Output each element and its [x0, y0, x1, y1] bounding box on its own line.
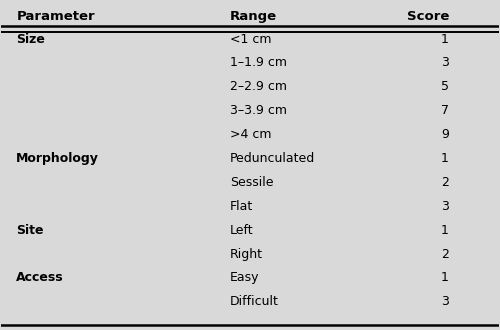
Text: Sessile: Sessile — [230, 176, 274, 189]
Text: 9: 9 — [441, 128, 449, 141]
Text: Score: Score — [406, 10, 449, 23]
Text: 3: 3 — [441, 56, 449, 69]
Text: Difficult: Difficult — [230, 295, 279, 308]
Text: 1: 1 — [441, 152, 449, 165]
Text: 1: 1 — [441, 271, 449, 284]
Text: 2: 2 — [441, 176, 449, 189]
Text: Range: Range — [230, 10, 277, 23]
Text: 2–2.9 cm: 2–2.9 cm — [230, 80, 287, 93]
Text: >4 cm: >4 cm — [230, 128, 272, 141]
Text: 3: 3 — [441, 200, 449, 213]
Text: Left: Left — [230, 224, 254, 237]
Text: 5: 5 — [441, 80, 449, 93]
Text: 2: 2 — [441, 248, 449, 260]
Text: Size: Size — [16, 33, 45, 46]
Text: Flat: Flat — [230, 200, 254, 213]
Text: Easy: Easy — [230, 271, 260, 284]
Text: Morphology: Morphology — [16, 152, 99, 165]
Text: 1–1.9 cm: 1–1.9 cm — [230, 56, 287, 69]
Text: 3: 3 — [441, 295, 449, 308]
Text: Parameter: Parameter — [16, 10, 95, 23]
Text: Pedunculated: Pedunculated — [230, 152, 316, 165]
Text: <1 cm: <1 cm — [230, 33, 272, 46]
Text: Access: Access — [16, 271, 64, 284]
Text: 1: 1 — [441, 33, 449, 46]
Text: 7: 7 — [441, 104, 449, 117]
Text: 1: 1 — [441, 224, 449, 237]
Text: 3–3.9 cm: 3–3.9 cm — [230, 104, 287, 117]
Text: Site: Site — [16, 224, 44, 237]
Text: Right: Right — [230, 248, 263, 260]
